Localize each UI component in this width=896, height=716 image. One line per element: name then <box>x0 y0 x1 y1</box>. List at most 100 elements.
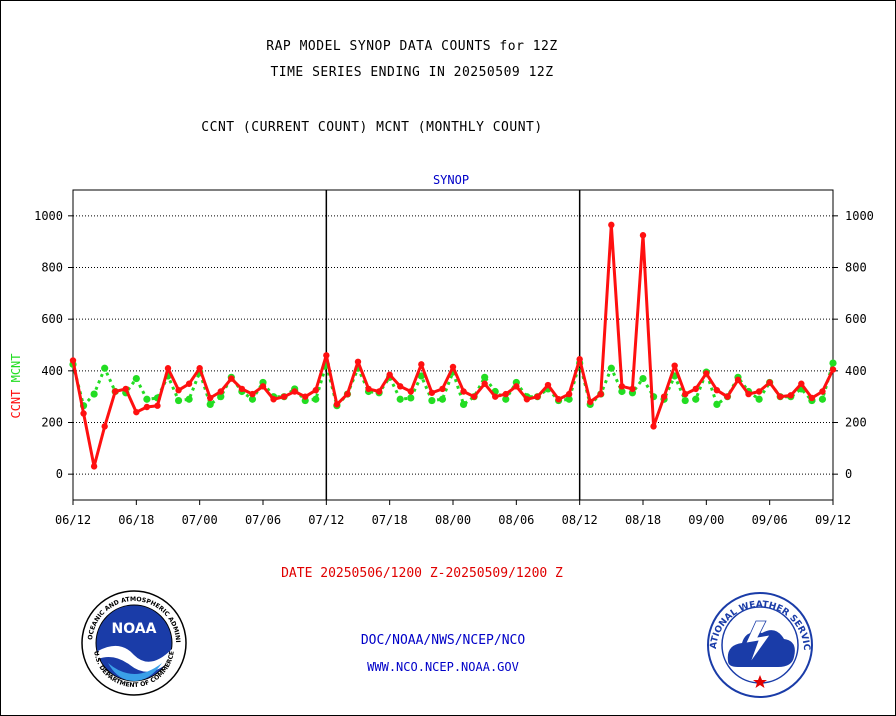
data-point-ccnt <box>555 396 562 403</box>
data-point-ccnt <box>365 385 372 393</box>
y-tick-label-left: 600 <box>41 312 63 326</box>
data-point-ccnt <box>597 390 604 398</box>
data-point-ccnt <box>344 390 351 398</box>
data-point-mcnt <box>174 396 183 405</box>
data-point-ccnt <box>196 365 203 372</box>
data-point-ccnt <box>587 398 594 406</box>
y-tick-label-left: 800 <box>41 261 63 275</box>
nws-logo: NATIONAL WEATHER SERVICE <box>706 591 813 698</box>
data-point-mcnt <box>438 395 447 403</box>
x-tick-label: 08/06 <box>498 513 534 527</box>
data-point-ccnt <box>660 393 668 400</box>
data-point-mcnt <box>90 390 98 398</box>
y-tick-label-right: 600 <box>845 312 867 326</box>
data-point-ccnt <box>692 385 699 393</box>
grid-lines <box>73 215 833 475</box>
data-point-ccnt <box>90 463 98 470</box>
data-point-mcnt <box>217 393 225 401</box>
y-axis-left: 0 200 400 600 800 1000 <box>34 209 73 481</box>
y-tick-label-right: 400 <box>845 364 867 378</box>
data-point-ccnt <box>270 396 277 403</box>
data-point-mcnt <box>143 395 151 403</box>
y-tick-label-left: 1000 <box>34 209 63 223</box>
day-dividers <box>325 190 581 500</box>
data-point-ccnt <box>492 393 499 400</box>
y-tick-label-right: 800 <box>845 261 867 275</box>
x-axis: 06/12 06/18 07/00 07/06 07/12 07/18 08/00 08/06… <box>55 500 851 527</box>
data-point-ccnt <box>544 381 552 389</box>
data-point-ccnt <box>608 221 615 229</box>
data-point-ccnt <box>154 402 161 409</box>
data-point-ccnt <box>734 376 742 384</box>
data-point-ccnt <box>143 403 151 411</box>
data-point-ccnt <box>502 390 509 398</box>
data-point-ccnt <box>513 383 520 390</box>
data-point-ccnt <box>787 392 794 399</box>
data-point-mcnt <box>459 400 468 409</box>
x-tick-label: 07/06 <box>245 513 281 527</box>
data-point-ccnt <box>323 352 330 359</box>
mcnt-axis-label: MCNT <box>9 353 23 382</box>
y-axis-right: 0 200 400 600 800 1000 <box>833 209 874 481</box>
chart-title-line-3: CCNT (CURRENT COUNT) MCNT (MONTHLY COUNT… <box>201 120 543 135</box>
data-point-ccnt <box>428 389 436 396</box>
y-tick-label-left: 0 <box>56 467 63 481</box>
data-point-ccnt <box>745 390 752 398</box>
data-point-ccnt <box>777 393 784 400</box>
chart-title-line-2: TIME SERIES ENDING IN 20250509 12Z <box>270 65 554 80</box>
x-tick-label: 07/18 <box>372 513 408 527</box>
plot-area-border <box>72 189 834 501</box>
data-point-ccnt <box>386 371 393 378</box>
data-point-ccnt <box>460 388 467 395</box>
data-series <box>69 221 837 470</box>
data-point-ccnt <box>238 385 246 393</box>
data-point-mcnt <box>639 374 647 383</box>
data-point-ccnt <box>650 423 657 430</box>
data-point-ccnt <box>481 380 488 387</box>
x-tick-label: 07/12 <box>308 513 344 527</box>
data-point-mcnt <box>407 394 415 402</box>
x-tick-label: 06/12 <box>55 513 91 527</box>
data-point-ccnt <box>418 361 425 368</box>
chart-panel-title: SYNOP <box>433 173 469 187</box>
data-point-ccnt <box>703 370 710 377</box>
data-point-ccnt <box>175 387 182 394</box>
series-line-ccnt <box>71 223 835 468</box>
data-point-ccnt <box>755 388 763 395</box>
data-point-ccnt <box>470 393 478 400</box>
y-tick-label-right: 0 <box>845 467 852 481</box>
agency-label: DOC/NOAA/NWS/NCEP/NCO <box>360 633 526 648</box>
data-point-ccnt <box>829 366 837 373</box>
data-point-mcnt <box>755 395 763 403</box>
data-point-ccnt <box>565 390 573 398</box>
data-point-mcnt <box>248 395 257 403</box>
data-point-mcnt <box>312 395 320 403</box>
data-point-ccnt <box>671 362 678 369</box>
data-point-ccnt <box>207 394 214 402</box>
data-point-ccnt <box>122 385 129 393</box>
data-point-mcnt <box>428 396 436 405</box>
data-point-ccnt <box>112 388 119 395</box>
x-tick-label: 06/18 <box>118 513 154 527</box>
data-point-ccnt <box>629 385 636 393</box>
svg-text:CCNT MCNT: CCNT MCNT <box>9 353 23 418</box>
noaa-logo: NOAA NATIONAL OCEANIC AND ATMOSPHERIC AD… <box>80 589 187 696</box>
data-point-mcnt <box>713 400 721 409</box>
data-point-ccnt <box>69 357 77 364</box>
y-tick-label-left: 200 <box>41 416 63 430</box>
data-point-ccnt <box>534 393 541 400</box>
x-tick-label: 08/18 <box>625 513 661 527</box>
chart-title-line-1: RAP MODEL SYNOP DATA COUNTS for 12Z <box>266 39 558 54</box>
website-link[interactable]: WWW.NCO.NCEP.NOAA.GOV <box>367 660 519 674</box>
x-tick-label: 08/00 <box>435 513 471 527</box>
data-point-ccnt <box>439 385 446 393</box>
y-tick-label-right: 200 <box>845 416 867 430</box>
data-point-ccnt <box>302 393 309 400</box>
data-point-ccnt <box>523 396 531 403</box>
data-point-mcnt <box>681 396 689 405</box>
data-point-ccnt <box>713 387 721 394</box>
data-point-mcnt <box>481 373 489 381</box>
ccnt-axis-label: CCNT <box>9 390 23 419</box>
data-point-ccnt <box>724 393 731 400</box>
